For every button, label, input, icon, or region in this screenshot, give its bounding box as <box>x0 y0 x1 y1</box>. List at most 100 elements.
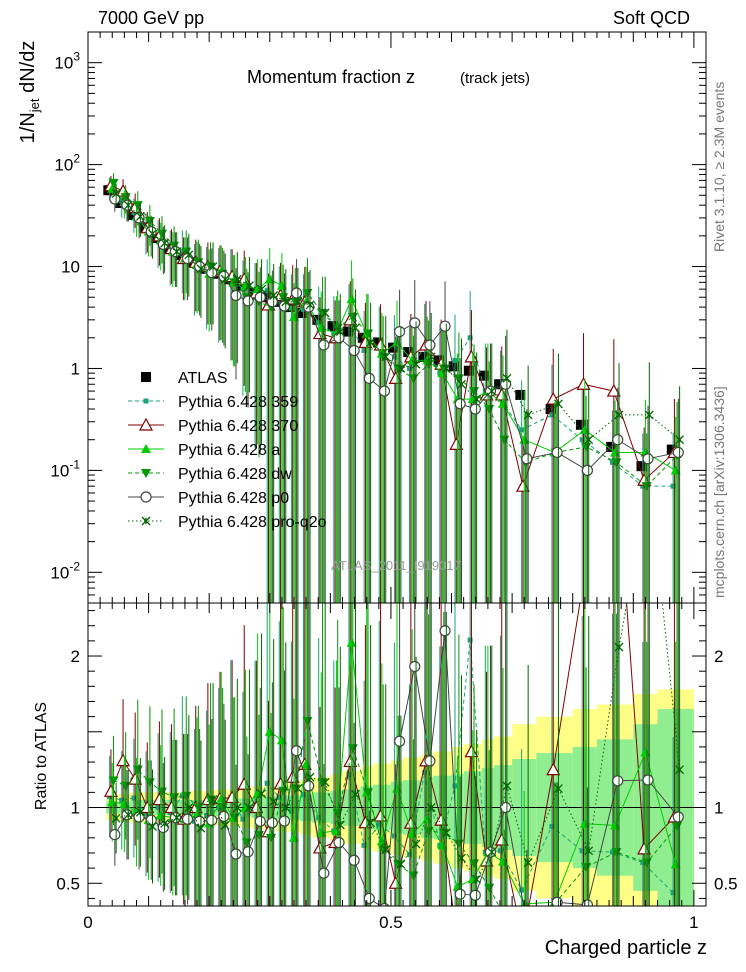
star-marker-stroke <box>269 291 279 300</box>
ylabel-part-2: dN/dz <box>17 41 39 99</box>
data-point <box>642 453 654 465</box>
star-marker-stroke <box>160 819 170 828</box>
data-point <box>230 289 242 302</box>
data-point <box>666 444 677 455</box>
star-marker-stroke <box>523 410 533 420</box>
ratio-point <box>135 807 145 817</box>
ratio-point <box>301 792 307 798</box>
data-point <box>441 364 451 373</box>
ratio-point <box>454 888 466 900</box>
data-point <box>614 410 624 420</box>
data-point <box>424 339 436 351</box>
ratio-series-layer <box>103 603 685 945</box>
ratio-point <box>232 803 242 812</box>
ylabel-subscript: jet <box>27 98 42 113</box>
tick-base: 10 <box>50 461 69 480</box>
ratio-point <box>502 781 512 791</box>
ratio-point <box>549 823 555 829</box>
ratio-point <box>500 801 512 814</box>
y-tick-label: 1 <box>71 359 80 378</box>
star-marker-stroke <box>644 410 654 420</box>
header-left: 7000 GeV pp <box>98 8 204 28</box>
star-marker-stroke <box>366 818 376 828</box>
data-point <box>553 399 563 409</box>
ratio-point <box>469 889 481 901</box>
star-marker-stroke <box>293 784 303 794</box>
data-point <box>549 412 555 418</box>
data-point <box>411 359 421 369</box>
data-point <box>675 435 685 445</box>
data-point <box>366 337 376 347</box>
ratio-point <box>303 780 315 792</box>
star-marker-stroke <box>160 238 170 248</box>
ratio-point <box>522 918 532 928</box>
legend: ATLAS Pythia 6.428 359 Pythia 6.428 370 Pyt… <box>128 370 327 531</box>
star-marker-stroke <box>381 352 391 362</box>
star-marker-stroke <box>335 820 345 830</box>
ratio-point <box>379 902 390 906</box>
ratio-point <box>521 922 531 931</box>
ratio-point <box>346 772 352 778</box>
main-y-axis-label: 1/Njet dN/dz <box>17 41 42 144</box>
data-point <box>519 427 525 433</box>
data-point <box>545 404 556 415</box>
ratio-point <box>320 777 330 787</box>
star-marker-stroke <box>366 337 376 347</box>
data-point <box>612 434 624 446</box>
data-point <box>135 211 145 221</box>
ratio-point <box>675 765 685 775</box>
ratio-point <box>184 803 194 812</box>
series-pythia-6-428-359 <box>107 177 676 603</box>
data-point <box>350 323 360 333</box>
data-point <box>312 314 323 325</box>
data-point <box>208 262 218 271</box>
legend-entry-pythia-6-428-p0: Pythia 6.428 p0 <box>128 490 289 507</box>
ratio-point <box>467 637 473 643</box>
ratio-point <box>169 812 182 824</box>
ratio-point <box>335 820 345 830</box>
ratio-series-pythia-6-428-359 <box>107 603 676 906</box>
data-point <box>123 200 133 210</box>
data-point <box>293 297 303 307</box>
data-point <box>576 376 591 390</box>
ratio-y-axis-label: Ratio to ATLAS <box>33 702 50 810</box>
star-marker-stroke <box>502 781 512 791</box>
data-point <box>169 246 182 258</box>
data-point <box>257 284 267 294</box>
ratio-point <box>517 934 529 945</box>
ratio-point <box>584 846 594 856</box>
ratio-point <box>363 892 375 905</box>
data-point <box>610 459 616 465</box>
star-marker-stroke <box>148 229 157 239</box>
legend-marker <box>141 516 151 526</box>
data-point <box>361 348 367 354</box>
ratio-point <box>119 797 125 803</box>
data-point <box>305 300 315 310</box>
ratio-frame <box>87 602 707 907</box>
ratio-point <box>218 810 230 823</box>
star-marker-stroke <box>675 765 685 775</box>
star-marker-stroke <box>111 189 121 199</box>
tick-base: 10 <box>54 156 73 175</box>
data-point <box>467 335 473 341</box>
main-title: Momentum fraction z <box>247 67 415 87</box>
data-point <box>220 274 230 284</box>
ratio-point <box>484 846 497 858</box>
star-marker-stroke <box>553 399 563 409</box>
ratio-point <box>424 755 436 767</box>
ratio-point <box>293 784 303 794</box>
header-right: Soft QCD <box>613 8 690 28</box>
series-pythia-6-428-dw <box>108 173 683 603</box>
legend-entry-pythia-6-428-a: Pythia 6.428 a <box>128 442 280 459</box>
ratio-point <box>266 817 278 829</box>
star-marker-stroke <box>584 846 594 856</box>
ratio-y-tick-label-right: 0.5 <box>714 874 738 893</box>
ratio-point <box>288 808 294 814</box>
star-marker-stroke <box>584 435 594 445</box>
tick-base: 10 <box>54 54 73 73</box>
star-marker-stroke <box>305 300 315 310</box>
data-point <box>396 364 406 373</box>
data-point <box>181 252 194 265</box>
